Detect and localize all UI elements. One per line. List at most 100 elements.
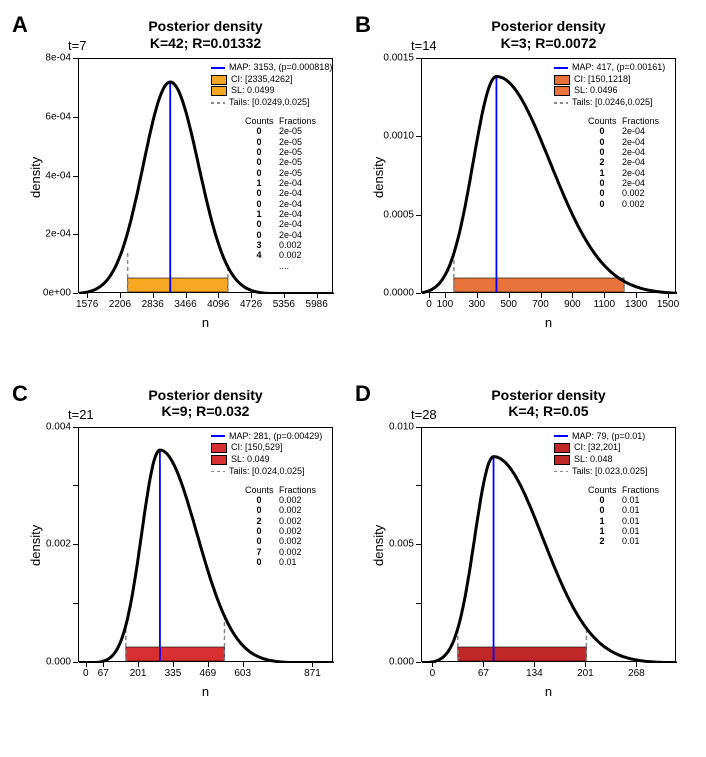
- counts-row: 02e-04: [588, 126, 662, 136]
- legend-map: MAP: 3153, (p=0.000818): [211, 62, 332, 74]
- legend-ci: CI: [150,1218]: [554, 74, 665, 86]
- x-tick-label: 201: [577, 668, 594, 679]
- x-tickmark: [636, 293, 637, 298]
- counts-table: CountsFractions02e-0502e-0502e-0502e-050…: [245, 116, 319, 271]
- legend-sl: SL: 0.0496: [554, 85, 665, 97]
- legend-ci: CI: [32,201]: [554, 442, 648, 454]
- y-tickmark: [73, 662, 78, 663]
- x-tickmark: [429, 293, 430, 298]
- sl-swatch-icon: [554, 86, 570, 96]
- figure-grid: At=7Posterior densityK=42; R=0.013321576…: [10, 10, 696, 747]
- x-tickmark: [445, 293, 446, 298]
- panel-B: Bt=14Posterior densityK=3; R=0.007201003…: [353, 10, 696, 378]
- panel-label: B: [355, 12, 371, 38]
- legend: MAP: 3153, (p=0.000818)CI: [2335,4262]SL…: [211, 62, 332, 109]
- counts-row: 02e-04: [245, 230, 319, 240]
- y-tickmark: [73, 58, 78, 59]
- map-line-icon: [554, 67, 568, 69]
- legend: MAP: 79, (p=0.01)CI: [32,201]SL: 0.048Ta…: [554, 431, 648, 478]
- x-tickmark: [541, 293, 542, 298]
- counts-row: 00.002: [245, 505, 319, 515]
- tails-line-icon: [554, 471, 568, 473]
- x-tickmark: [312, 662, 313, 667]
- x-tickmark: [572, 293, 573, 298]
- counts-table: CountsFractions00.00200.00220.00200.0020…: [245, 485, 319, 568]
- x-tick-label: 0: [426, 299, 432, 310]
- x-tick-label: 4726: [240, 299, 262, 310]
- legend-tails: Tails: [0.023,0.025]: [554, 466, 648, 478]
- counts-row: 00.002: [588, 199, 662, 209]
- counts-header: CountsFractions: [245, 485, 319, 495]
- y-tickmark: [416, 215, 421, 216]
- x-tick-label: 1300: [625, 299, 647, 310]
- y-tickmark: [73, 544, 78, 545]
- x-tick-label: 500: [500, 299, 517, 310]
- y-tickmark: [73, 485, 78, 486]
- chart-title: Posterior densityK=3; R=0.0072: [421, 18, 676, 52]
- counts-table: CountsFractions00.0100.0110.0110.0120.01: [588, 485, 662, 547]
- x-tick-label: 469: [199, 668, 216, 679]
- tails-line-icon: [554, 102, 568, 104]
- legend-sl: SL: 0.0499: [211, 85, 332, 97]
- x-tickmark: [604, 293, 605, 298]
- map-line-icon: [211, 67, 225, 69]
- legend: MAP: 281, (p=0.00429)CI: [150,529]SL: 0.…: [211, 431, 322, 478]
- x-tickmark: [483, 662, 484, 667]
- x-tickmark: [173, 662, 174, 667]
- title-line2: K=4; R=0.05: [508, 403, 588, 419]
- x-tick-label: 900: [564, 299, 581, 310]
- counts-row: 10.01: [588, 516, 662, 526]
- y-tick-label: 8e-04: [33, 53, 71, 64]
- y-tickmark: [416, 485, 421, 486]
- counts-table: CountsFractions02e-0402e-0402e-0422e-041…: [588, 116, 662, 209]
- y-tickmark: [416, 136, 421, 137]
- counts-row: 02e-05: [245, 137, 319, 147]
- y-axis-label: density: [371, 525, 386, 566]
- y-tickmark: [416, 427, 421, 428]
- counts-row: 02e-04: [588, 147, 662, 157]
- counts-row: 00.002: [245, 495, 319, 505]
- y-tickmark: [416, 58, 421, 59]
- y-tickmark: [73, 234, 78, 235]
- y-axis-label: density: [371, 156, 386, 197]
- x-tickmark: [103, 662, 104, 667]
- y-tickmark: [416, 662, 421, 663]
- ci-bar: [128, 278, 228, 292]
- counts-row: 20.002: [245, 516, 319, 526]
- y-tick-label: 2e-04: [33, 229, 71, 240]
- x-tickmark: [138, 662, 139, 667]
- x-tickmark: [534, 662, 535, 667]
- ci-swatch-icon: [211, 75, 227, 85]
- counts-row: 02e-05: [245, 157, 319, 167]
- counts-row: 00.01: [588, 495, 662, 505]
- counts-row: 02e-05: [245, 126, 319, 136]
- legend-tails: Tails: [0.024,0.025]: [211, 466, 322, 478]
- legend-sl: SL: 0.048: [554, 454, 648, 466]
- x-tick-label: 300: [468, 299, 485, 310]
- x-tickmark: [477, 293, 478, 298]
- x-tickmark: [317, 293, 318, 298]
- ci-bar: [454, 278, 624, 292]
- y-tickmark: [416, 293, 421, 294]
- panel-label: C: [12, 381, 28, 407]
- counts-row: 40.002: [245, 250, 319, 260]
- y-tick-label: 0.0015: [376, 53, 414, 64]
- counts-row: 02e-05: [245, 147, 319, 157]
- y-tick-label: 0.0010: [376, 131, 414, 142]
- sl-swatch-icon: [554, 455, 570, 465]
- y-axis-label: density: [28, 525, 43, 566]
- x-tickmark: [585, 662, 586, 667]
- counts-row: 02e-05: [245, 168, 319, 178]
- y-tick-label: 0.010: [376, 421, 414, 432]
- x-tickmark: [284, 293, 285, 298]
- chart-title: Posterior densityK=9; R=0.032: [78, 387, 333, 421]
- legend: MAP: 417, (p=0.00161)CI: [150,1218]SL: 0…: [554, 62, 665, 109]
- sl-swatch-icon: [211, 86, 227, 96]
- tails-line-icon: [211, 471, 225, 473]
- legend-map: MAP: 417, (p=0.00161): [554, 62, 665, 74]
- y-tickmark: [73, 176, 78, 177]
- counts-row: 70.002: [245, 547, 319, 557]
- sl-swatch-icon: [211, 455, 227, 465]
- counts-row: 22e-04: [588, 157, 662, 167]
- x-tickmark: [668, 293, 669, 298]
